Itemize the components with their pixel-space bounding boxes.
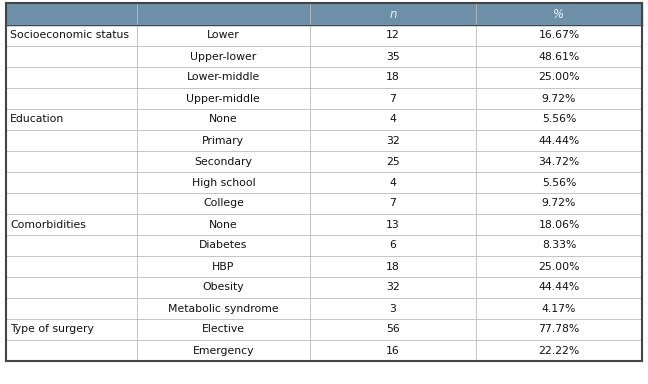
Bar <box>6 3 642 25</box>
Text: Upper-middle: Upper-middle <box>187 93 260 104</box>
Text: 5.56%: 5.56% <box>542 177 576 187</box>
Text: 12: 12 <box>386 30 400 40</box>
Text: 56: 56 <box>386 324 400 334</box>
Bar <box>6 256 642 277</box>
Text: Elective: Elective <box>202 324 245 334</box>
Text: n: n <box>389 8 397 20</box>
Text: Lower-middle: Lower-middle <box>187 73 260 83</box>
Bar <box>6 67 642 88</box>
Bar <box>6 88 642 109</box>
Text: Type of surgery: Type of surgery <box>10 324 94 334</box>
Text: 5.56%: 5.56% <box>542 114 576 124</box>
Text: 32: 32 <box>386 136 400 146</box>
Bar <box>6 172 642 193</box>
Text: HBP: HBP <box>212 262 235 271</box>
Text: 9.72%: 9.72% <box>542 199 576 209</box>
Text: 44.44%: 44.44% <box>538 283 579 293</box>
Bar <box>6 319 642 340</box>
Bar <box>6 193 642 214</box>
Bar <box>6 277 642 298</box>
Text: Comorbidities: Comorbidities <box>10 220 86 230</box>
Bar <box>6 214 642 235</box>
Text: 18: 18 <box>386 262 400 271</box>
Text: 25.00%: 25.00% <box>538 262 580 271</box>
Bar <box>6 46 642 67</box>
Text: Lower: Lower <box>207 30 240 40</box>
Text: 25.00%: 25.00% <box>538 73 580 83</box>
Bar <box>6 109 642 130</box>
Text: 13: 13 <box>386 220 400 230</box>
Text: 48.61%: 48.61% <box>538 51 579 61</box>
Text: 18: 18 <box>386 73 400 83</box>
Text: Upper-lower: Upper-lower <box>191 51 257 61</box>
Text: None: None <box>209 114 238 124</box>
Text: 6: 6 <box>389 240 397 250</box>
Text: 4.17%: 4.17% <box>542 303 576 313</box>
Bar <box>6 130 642 151</box>
Text: Metabolic syndrome: Metabolic syndrome <box>168 303 279 313</box>
Text: None: None <box>209 220 238 230</box>
Text: 16.67%: 16.67% <box>538 30 579 40</box>
Bar <box>6 340 642 361</box>
Text: 32: 32 <box>386 283 400 293</box>
Bar <box>6 151 642 172</box>
Text: 22.22%: 22.22% <box>538 346 579 356</box>
Text: 4: 4 <box>389 177 397 187</box>
Text: 16: 16 <box>386 346 400 356</box>
Text: 8.33%: 8.33% <box>542 240 576 250</box>
Text: Socioeconomic status: Socioeconomic status <box>10 30 129 40</box>
Text: Education: Education <box>10 114 64 124</box>
Text: 35: 35 <box>386 51 400 61</box>
Text: High school: High school <box>192 177 255 187</box>
Text: Secondary: Secondary <box>194 157 252 167</box>
Text: 34.72%: 34.72% <box>538 157 579 167</box>
Text: 7: 7 <box>389 199 397 209</box>
Bar <box>6 298 642 319</box>
Bar <box>6 235 642 256</box>
Text: Obesity: Obesity <box>203 283 244 293</box>
Text: %: % <box>553 8 564 20</box>
Text: 18.06%: 18.06% <box>538 220 580 230</box>
Text: Primary: Primary <box>202 136 244 146</box>
Text: Emergency: Emergency <box>192 346 254 356</box>
Bar <box>6 25 642 46</box>
Text: College: College <box>203 199 244 209</box>
Text: 3: 3 <box>389 303 397 313</box>
Text: 77.78%: 77.78% <box>538 324 579 334</box>
Text: Diabetes: Diabetes <box>199 240 248 250</box>
Text: 9.72%: 9.72% <box>542 93 576 104</box>
Text: 4: 4 <box>389 114 397 124</box>
Text: 7: 7 <box>389 93 397 104</box>
Text: 44.44%: 44.44% <box>538 136 579 146</box>
Text: 25: 25 <box>386 157 400 167</box>
